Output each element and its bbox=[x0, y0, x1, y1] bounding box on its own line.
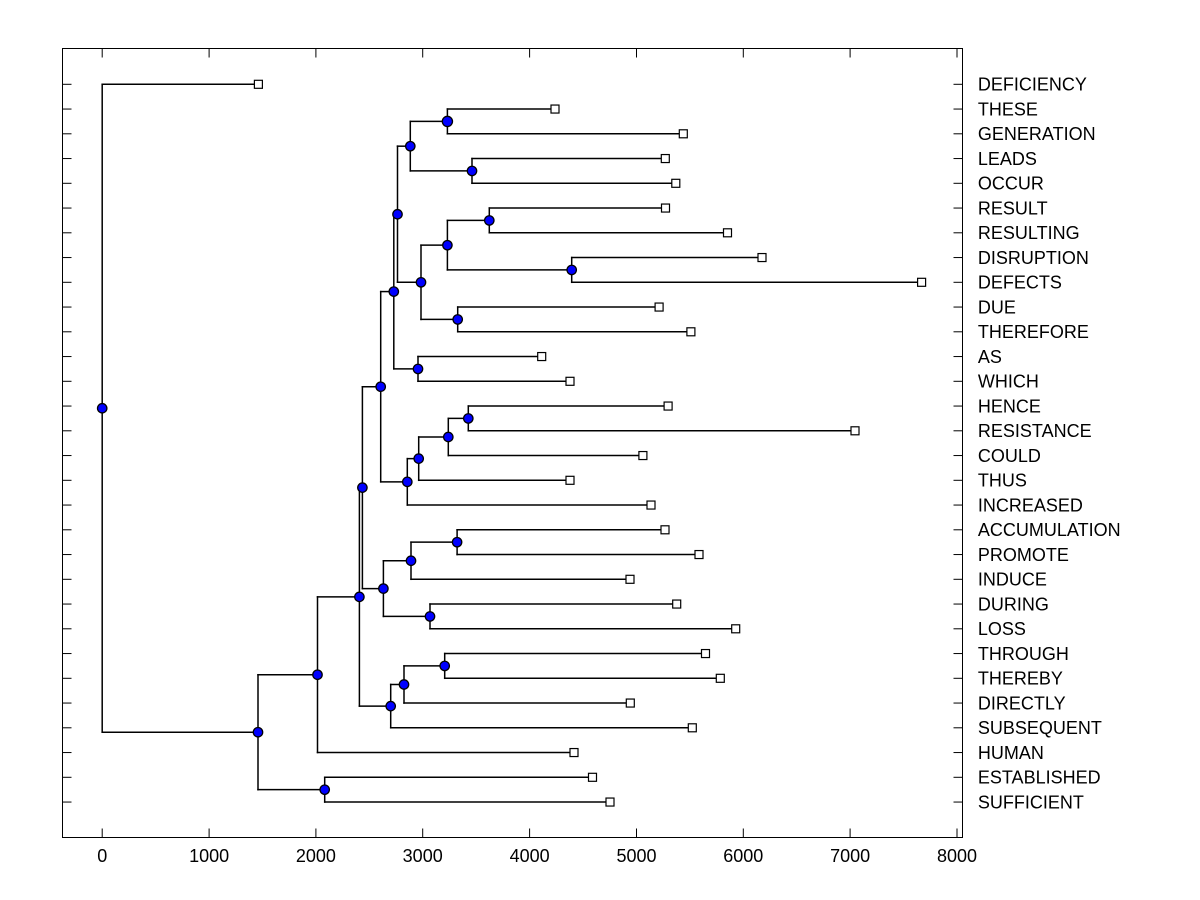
svg-text:THROUGH: THROUGH bbox=[978, 644, 1069, 664]
svg-text:HENCE: HENCE bbox=[978, 396, 1041, 416]
svg-text:WHICH: WHICH bbox=[978, 372, 1039, 392]
svg-text:DURING: DURING bbox=[978, 594, 1049, 614]
svg-text:INCREASED: INCREASED bbox=[978, 495, 1083, 515]
svg-text:HUMAN: HUMAN bbox=[978, 743, 1044, 763]
svg-text:THEREFORE: THEREFORE bbox=[978, 322, 1089, 342]
svg-text:DEFICIENCY: DEFICIENCY bbox=[978, 75, 1087, 95]
svg-text:ESTABLISHED: ESTABLISHED bbox=[978, 768, 1101, 788]
svg-text:SUBSEQUENT: SUBSEQUENT bbox=[978, 718, 1102, 738]
svg-text:DUE: DUE bbox=[978, 297, 1016, 317]
svg-text:SUFFICIENT: SUFFICIENT bbox=[978, 792, 1084, 812]
svg-text:INDUCE: INDUCE bbox=[978, 570, 1047, 590]
svg-text:THEREBY: THEREBY bbox=[978, 669, 1063, 689]
svg-text:ACCUMULATION: ACCUMULATION bbox=[978, 520, 1121, 540]
svg-text:RESISTANCE: RESISTANCE bbox=[978, 421, 1092, 441]
svg-text:4000: 4000 bbox=[510, 846, 550, 866]
svg-text:6000: 6000 bbox=[723, 846, 763, 866]
svg-text:0: 0 bbox=[97, 846, 107, 866]
svg-text:8000: 8000 bbox=[937, 846, 977, 866]
svg-text:THESE: THESE bbox=[978, 99, 1038, 119]
svg-text:AS: AS bbox=[978, 347, 1002, 367]
svg-text:PROMOTE: PROMOTE bbox=[978, 545, 1069, 565]
svg-text:3000: 3000 bbox=[403, 846, 443, 866]
svg-text:7000: 7000 bbox=[830, 846, 870, 866]
svg-text:COULD: COULD bbox=[978, 446, 1041, 466]
svg-text:LOSS: LOSS bbox=[978, 619, 1026, 639]
svg-text:DISRUPTION: DISRUPTION bbox=[978, 248, 1089, 268]
svg-text:LEADS: LEADS bbox=[978, 149, 1037, 169]
svg-text:2000: 2000 bbox=[296, 846, 336, 866]
svg-text:DIRECTLY: DIRECTLY bbox=[978, 693, 1066, 713]
svg-text:RESULT: RESULT bbox=[978, 198, 1048, 218]
svg-text:1000: 1000 bbox=[189, 846, 229, 866]
svg-text:GENERATION: GENERATION bbox=[978, 124, 1096, 144]
svg-text:RESULTING: RESULTING bbox=[978, 223, 1080, 243]
svg-text:THUS: THUS bbox=[978, 471, 1027, 491]
svg-text:OCCUR: OCCUR bbox=[978, 174, 1044, 194]
svg-text:DEFECTS: DEFECTS bbox=[978, 273, 1062, 293]
svg-text:5000: 5000 bbox=[616, 846, 656, 866]
